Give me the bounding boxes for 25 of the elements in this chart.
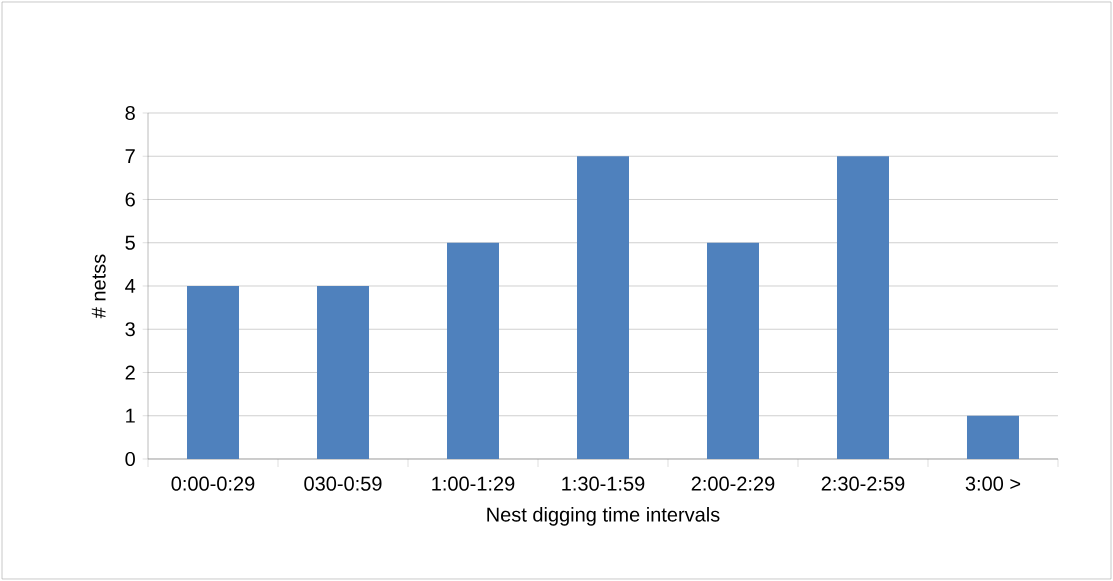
y-tick-label: 0 — [125, 451, 135, 467]
bar — [967, 415, 1019, 459]
x-tick-label: 1:30-1:59 — [562, 476, 645, 491]
y-tick-label: 2 — [125, 365, 135, 380]
bar — [447, 242, 499, 459]
x-tick-label: 3:00 > — [965, 476, 1021, 491]
y-tick-label: 5 — [125, 235, 135, 250]
x-axis-title: Nest digging time intervals — [487, 507, 720, 526]
bar — [707, 242, 759, 459]
y-tick-label: 3 — [125, 322, 135, 337]
y-tick-label: 7 — [125, 149, 135, 164]
bar — [187, 285, 240, 459]
bar — [317, 285, 370, 459]
y-tick-label: 6 — [125, 192, 135, 207]
y-tick-label: 1 — [126, 408, 135, 423]
x-tick-label: 1:00-1:29 — [432, 476, 515, 491]
bar — [837, 156, 889, 459]
x-tick-label: 2:30-2:59 — [821, 476, 905, 491]
bar — [577, 156, 629, 459]
y-axis-title: # netss — [91, 254, 106, 319]
x-tick-label: 0:00-0:29 — [171, 476, 255, 491]
y-tick-label: 8 — [125, 105, 135, 121]
x-tick-label: 2:00-2:29 — [691, 476, 775, 491]
y-tick-label: 4 — [125, 279, 136, 293]
x-tick-label: 030-0:59 — [304, 476, 382, 491]
